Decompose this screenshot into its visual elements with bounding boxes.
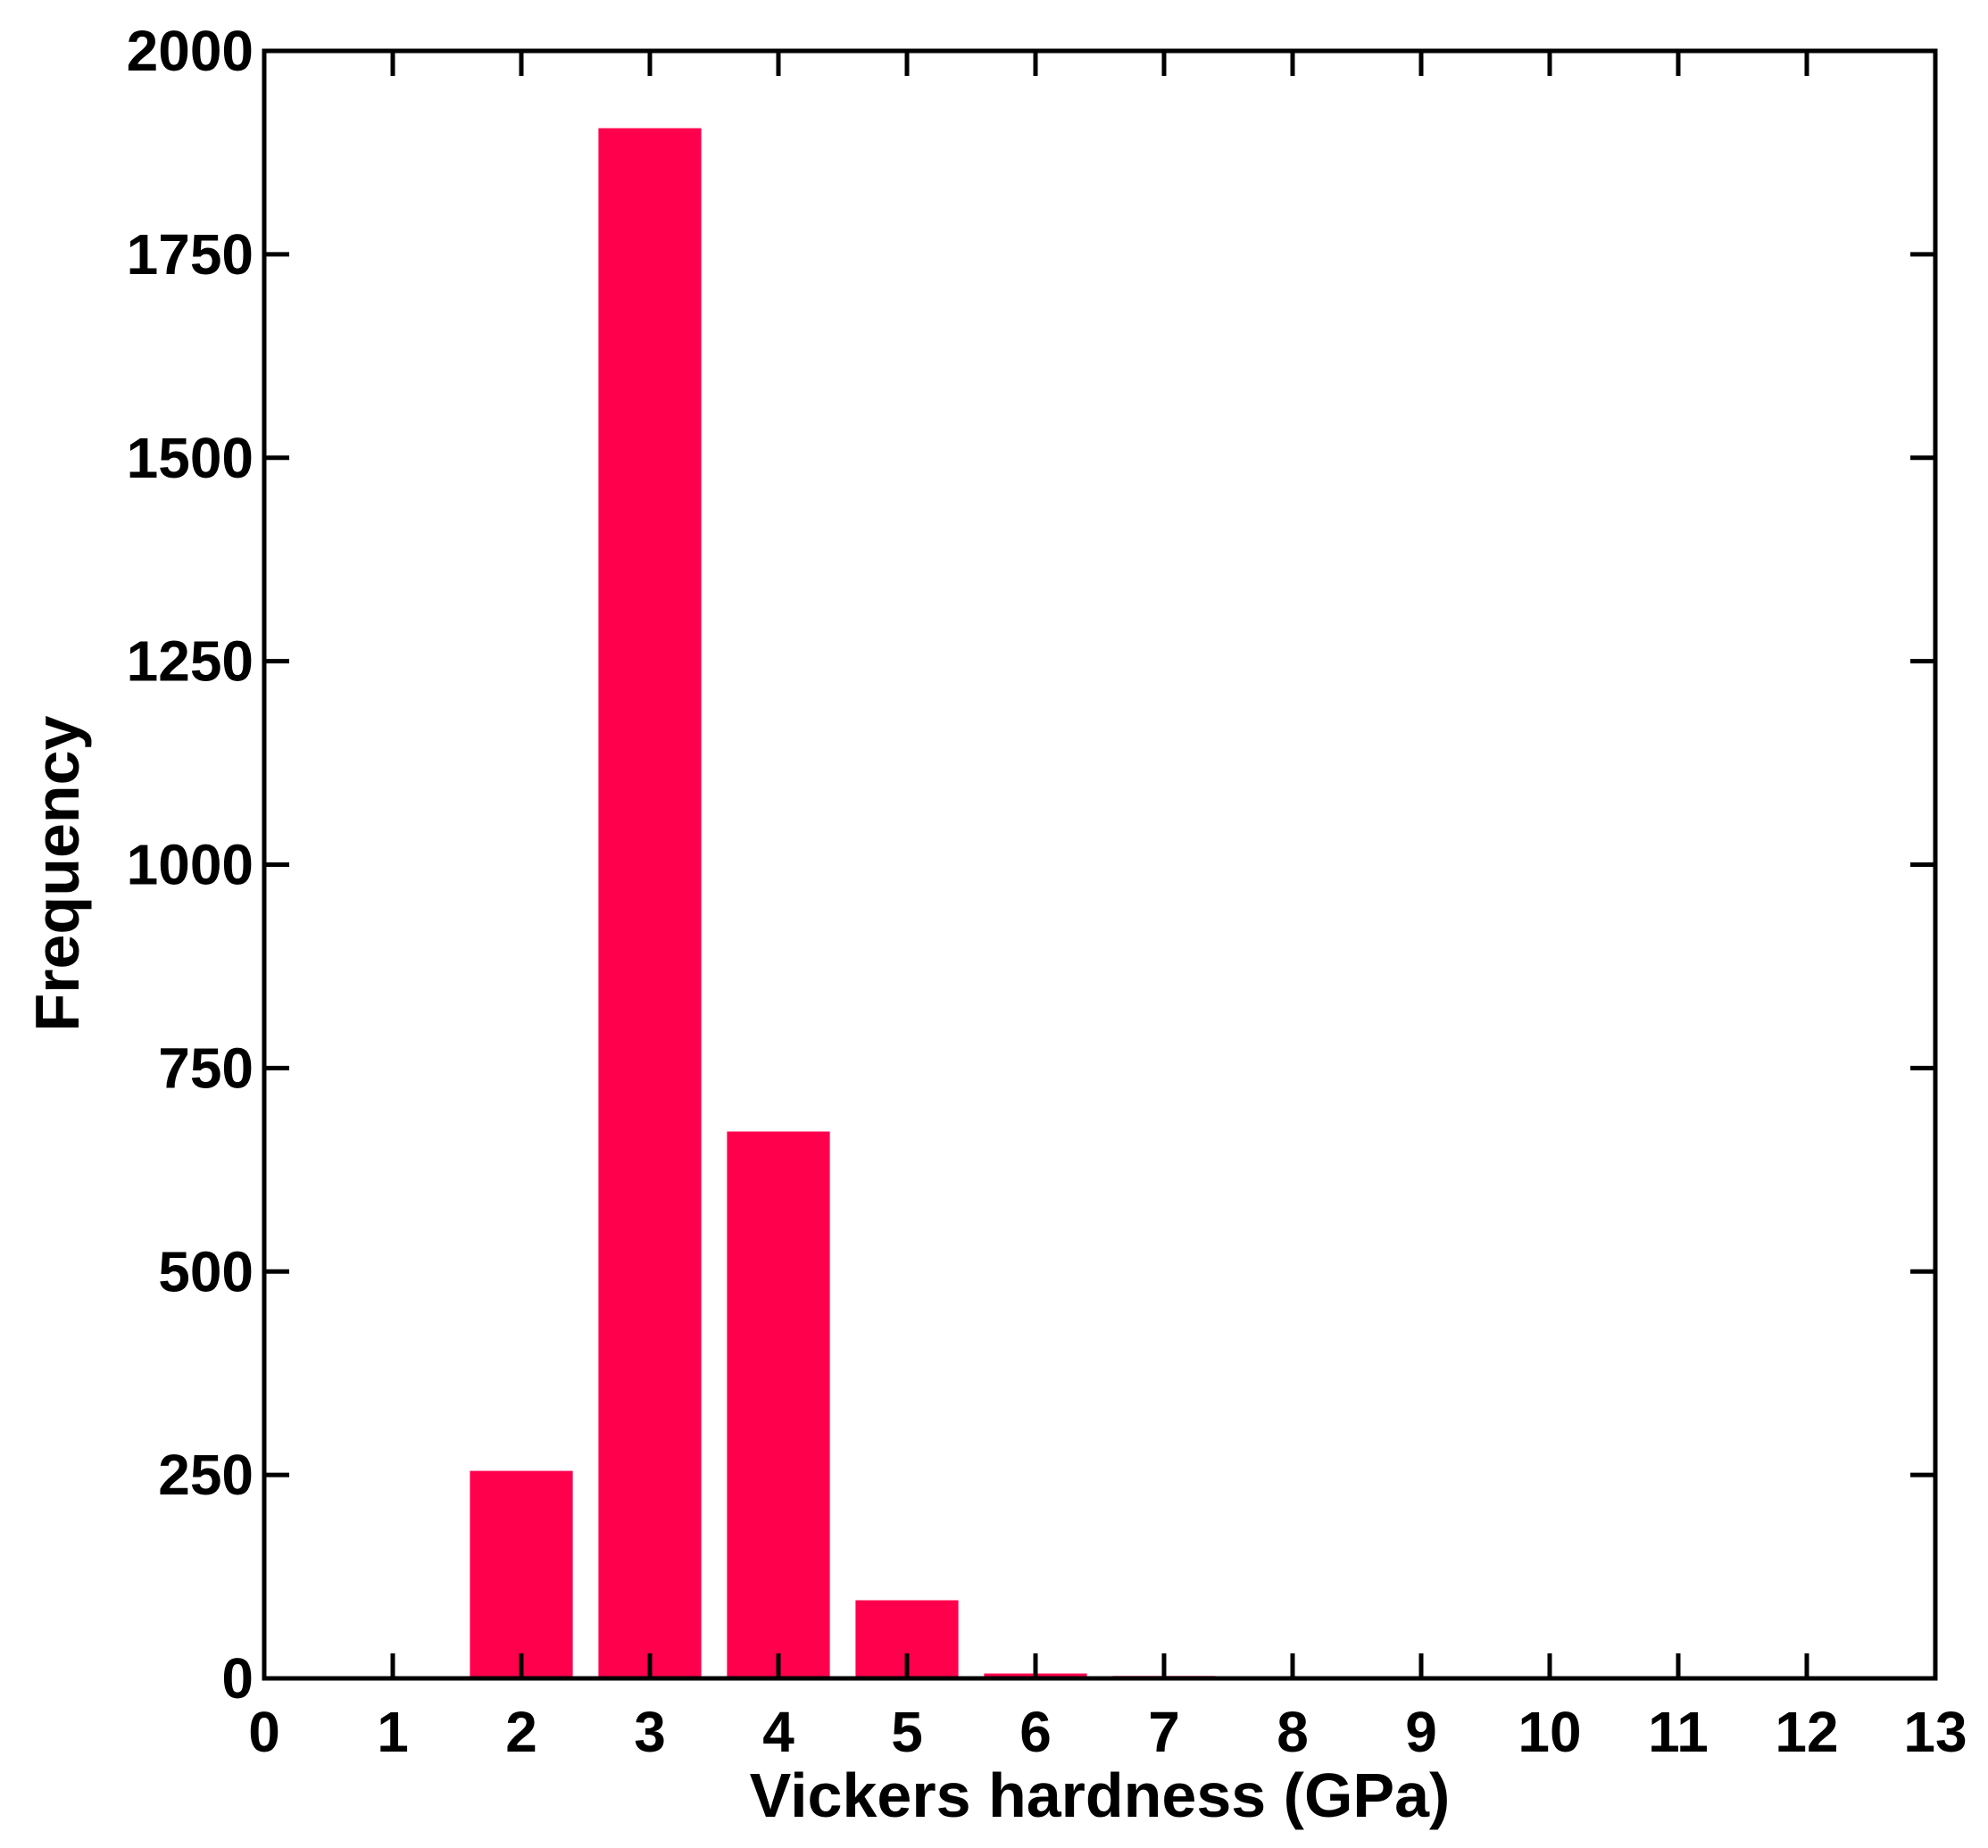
y-tick-label-1500: 1500 xyxy=(127,426,254,490)
y-tick-label-1250: 1250 xyxy=(127,629,254,694)
x-tick-label-11: 11 xyxy=(1648,1700,1709,1764)
x-tick-label-4: 4 xyxy=(762,1700,794,1764)
y-tick-label-1000: 1000 xyxy=(127,833,254,897)
plot-frame xyxy=(262,48,1938,1681)
x-tick-label-7: 7 xyxy=(1148,1700,1180,1764)
y-tick-label-0: 0 xyxy=(221,1646,254,1711)
x-tick-label-2: 2 xyxy=(505,1700,537,1764)
y-tick-label-2000: 2000 xyxy=(127,19,254,83)
x-tick-label-13: 13 xyxy=(1903,1700,1967,1764)
x-axis-label: Vickers hardness (GPa) xyxy=(750,1761,1451,1830)
x-tick-label-3: 3 xyxy=(634,1700,666,1764)
bar-3 xyxy=(598,128,702,1678)
x-tick-label-6: 6 xyxy=(1019,1700,1052,1764)
y-tick-label-1750: 1750 xyxy=(127,222,254,287)
x-tick-label-12: 12 xyxy=(1775,1700,1838,1764)
x-tick-label-10: 10 xyxy=(1518,1700,1581,1764)
x-tick-label-0: 0 xyxy=(248,1700,280,1764)
x-tick-label-1: 1 xyxy=(377,1700,409,1764)
y-tick-label-500: 500 xyxy=(158,1239,254,1303)
bar-4 xyxy=(727,1131,830,1678)
bar-2 xyxy=(470,1470,573,1678)
x-tick-label-5: 5 xyxy=(891,1700,923,1764)
y-axis-label: Frequency xyxy=(22,715,92,1031)
y-tick-label-250: 250 xyxy=(158,1443,254,1507)
tick-labels-layer: 0 1 2 3 4 5 6 7 8 9 10 11 12 130250500750100012501500… xyxy=(127,19,1967,1764)
y-tick-label-750: 750 xyxy=(158,1036,254,1100)
x-tick-label-9: 9 xyxy=(1405,1700,1437,1764)
x-tick-label-8: 8 xyxy=(1277,1700,1309,1764)
